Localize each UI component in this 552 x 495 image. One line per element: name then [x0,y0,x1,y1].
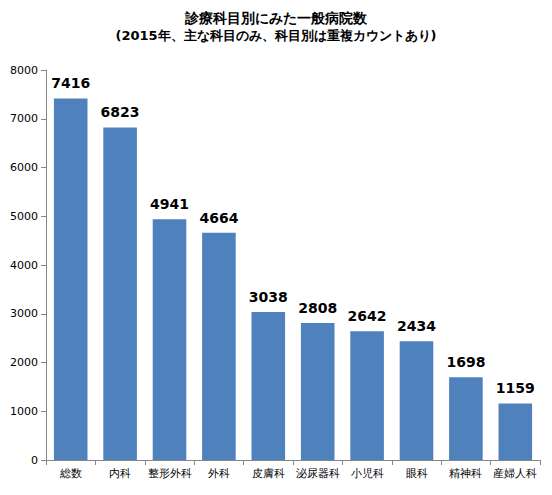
svg-text:1698: 1698 [446,354,485,370]
svg-text:外科: 外科 [208,467,230,480]
svg-text:皮膚科: 皮膚科 [252,467,285,480]
svg-text:5000: 5000 [10,210,38,223]
svg-text:診療科目別にみた一般病院数: 診療科目別にみた一般病院数 [184,10,368,26]
svg-text:(2015年、主な科目のみ、科目別は重複カウントあり): (2015年、主な科目のみ、科目別は重複カウントあり) [115,28,436,43]
svg-text:4664: 4664 [199,210,238,226]
svg-text:7416: 7416 [51,75,90,91]
svg-text:3038: 3038 [249,289,288,305]
svg-text:6000: 6000 [10,161,38,174]
svg-text:0: 0 [31,454,38,467]
svg-text:整形外科: 整形外科 [148,467,192,480]
svg-text:眼科: 眼科 [406,467,428,480]
svg-text:6823: 6823 [101,104,140,120]
svg-text:泌尿器科: 泌尿器科 [296,467,340,480]
svg-text:総数: 総数 [59,467,82,480]
svg-text:4000: 4000 [10,259,38,272]
svg-text:産婦人科: 産婦人科 [493,467,537,480]
svg-text:7000: 7000 [10,112,38,125]
svg-text:小児科: 小児科 [351,467,384,480]
svg-text:精神科: 精神科 [449,467,482,480]
svg-text:2434: 2434 [397,318,436,334]
svg-text:4941: 4941 [150,196,189,212]
svg-text:3000: 3000 [10,307,38,320]
svg-text:内科: 内科 [109,467,131,480]
svg-text:2642: 2642 [348,308,387,324]
svg-text:8000: 8000 [10,64,38,77]
svg-text:2808: 2808 [298,300,337,316]
svg-text:1159: 1159 [496,380,535,396]
svg-text:1000: 1000 [10,405,38,418]
svg-text:2000: 2000 [10,356,38,369]
